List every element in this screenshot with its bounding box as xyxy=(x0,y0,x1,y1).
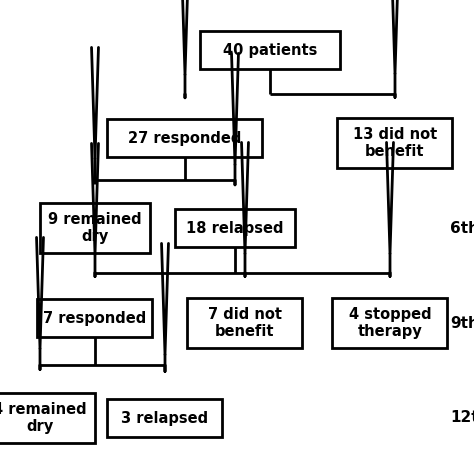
Text: 4 remained
dry: 4 remained dry xyxy=(0,402,87,434)
Bar xyxy=(108,399,222,437)
Text: 18 relapsed: 18 relapsed xyxy=(186,220,284,236)
Bar xyxy=(332,298,447,348)
Bar xyxy=(337,118,453,168)
Bar xyxy=(200,31,340,69)
Bar xyxy=(37,299,153,337)
Bar xyxy=(40,203,150,253)
Text: 4 stopped
therapy: 4 stopped therapy xyxy=(349,307,431,339)
Bar xyxy=(108,119,263,157)
Bar xyxy=(188,298,302,348)
Text: 3 relapsed: 3 relapsed xyxy=(121,410,209,426)
Bar xyxy=(175,209,295,247)
Text: 7 responded: 7 responded xyxy=(44,310,146,326)
Text: 40 patients: 40 patients xyxy=(223,43,317,57)
Text: 6th: 6th xyxy=(450,220,474,236)
Bar xyxy=(0,393,95,443)
Text: 12th: 12th xyxy=(450,410,474,426)
Text: 13 did not
benefit: 13 did not benefit xyxy=(353,127,437,159)
Text: 9th: 9th xyxy=(450,316,474,330)
Text: 9 remained
dry: 9 remained dry xyxy=(48,212,142,244)
Text: 7 did not
benefit: 7 did not benefit xyxy=(208,307,282,339)
Text: 27 responded: 27 responded xyxy=(128,130,242,146)
